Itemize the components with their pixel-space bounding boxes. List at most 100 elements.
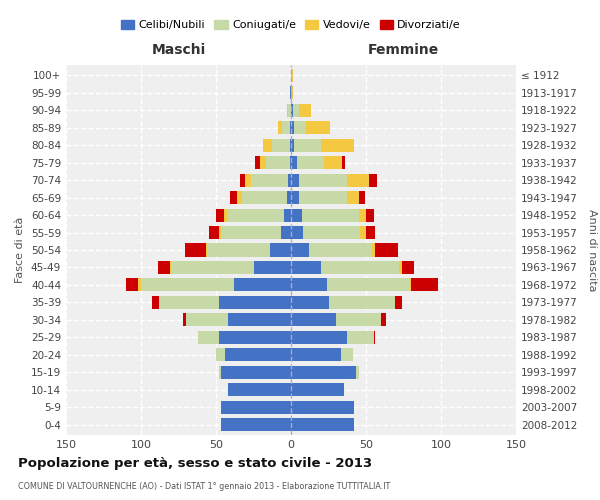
Bar <box>291 244 309 256</box>
Bar <box>291 69 293 82</box>
Bar <box>291 278 327 291</box>
Bar <box>221 226 281 239</box>
Bar <box>221 366 291 378</box>
Bar <box>321 261 399 274</box>
Bar <box>290 138 291 152</box>
Bar <box>327 278 409 291</box>
Bar <box>291 383 343 396</box>
Bar <box>171 261 254 274</box>
Bar <box>216 348 225 362</box>
Bar <box>411 278 438 291</box>
Bar <box>291 122 294 134</box>
Bar <box>291 400 354 413</box>
Bar <box>291 138 294 152</box>
Bar <box>341 348 353 362</box>
Bar <box>198 330 219 344</box>
Bar <box>219 366 221 378</box>
Bar <box>151 296 159 309</box>
Bar <box>360 226 366 239</box>
Bar <box>265 156 290 170</box>
Bar <box>395 296 402 309</box>
Bar <box>347 330 373 344</box>
Text: Maschi: Maschi <box>151 43 206 57</box>
Bar <box>336 314 381 326</box>
Bar <box>369 174 377 186</box>
Bar <box>227 208 284 222</box>
Bar <box>255 156 260 170</box>
Y-axis label: Fasce di età: Fasce di età <box>16 217 25 283</box>
Bar <box>366 208 373 222</box>
Bar <box>347 174 369 186</box>
Bar <box>229 191 237 204</box>
Text: Femmine: Femmine <box>368 43 439 57</box>
Bar <box>159 296 219 309</box>
Bar <box>157 261 170 274</box>
Y-axis label: Anni di nascita: Anni di nascita <box>587 209 597 291</box>
Bar <box>306 122 330 134</box>
Bar <box>329 296 395 309</box>
Bar <box>324 156 342 170</box>
Bar <box>297 156 324 170</box>
Bar <box>221 418 291 431</box>
Text: Popolazione per età, sesso e stato civile - 2013: Popolazione per età, sesso e stato civil… <box>18 458 372 470</box>
Bar <box>291 226 303 239</box>
Bar <box>288 104 291 117</box>
Bar <box>260 156 265 170</box>
Bar <box>409 278 411 291</box>
Bar <box>355 366 359 378</box>
Bar <box>291 418 354 431</box>
Bar <box>291 348 341 362</box>
Bar <box>281 226 291 239</box>
Bar <box>291 261 321 274</box>
Bar <box>299 191 347 204</box>
Bar <box>291 174 299 186</box>
Text: COMUNE DI VALTOURNENCHE (AO) - Dati ISTAT 1° gennaio 2013 - Elaborazione TUTTITA: COMUNE DI VALTOURNENCHE (AO) - Dati ISTA… <box>18 482 390 491</box>
Bar <box>321 138 354 152</box>
Bar <box>251 174 288 186</box>
Bar <box>205 244 207 256</box>
Bar <box>185 244 205 256</box>
Bar <box>234 278 291 291</box>
Bar <box>138 278 141 291</box>
Bar <box>359 191 365 204</box>
Bar <box>347 191 359 204</box>
Bar <box>359 208 366 222</box>
Bar <box>309 244 372 256</box>
Bar <box>373 330 375 344</box>
Bar <box>294 122 306 134</box>
Bar <box>375 244 398 256</box>
Bar <box>282 122 290 134</box>
Bar <box>299 104 311 117</box>
Bar <box>186 314 228 326</box>
Bar <box>290 86 291 100</box>
Bar <box>402 261 414 274</box>
Bar <box>293 104 299 117</box>
Bar <box>241 191 287 204</box>
Bar <box>170 261 171 274</box>
Bar <box>223 208 227 222</box>
Bar <box>126 278 138 291</box>
Bar <box>342 156 345 170</box>
Legend: Celibi/Nubili, Coniugati/e, Vedovi/e, Divorziati/e: Celibi/Nubili, Coniugati/e, Vedovi/e, Di… <box>116 15 466 34</box>
Bar <box>263 138 271 152</box>
Bar <box>291 366 355 378</box>
Bar <box>372 244 375 256</box>
Bar <box>254 261 291 274</box>
Bar <box>183 314 186 326</box>
Bar <box>294 138 321 152</box>
Bar <box>287 191 291 204</box>
Bar <box>291 330 347 344</box>
Bar <box>287 104 288 117</box>
Bar <box>219 226 221 239</box>
Bar <box>228 383 291 396</box>
Bar <box>219 296 291 309</box>
Bar <box>366 226 375 239</box>
Bar <box>240 174 245 186</box>
Bar <box>209 226 219 239</box>
Bar <box>381 314 386 326</box>
Bar <box>291 191 299 204</box>
Bar <box>237 191 241 204</box>
Bar <box>290 156 291 170</box>
Bar <box>284 208 291 222</box>
Bar <box>207 244 270 256</box>
